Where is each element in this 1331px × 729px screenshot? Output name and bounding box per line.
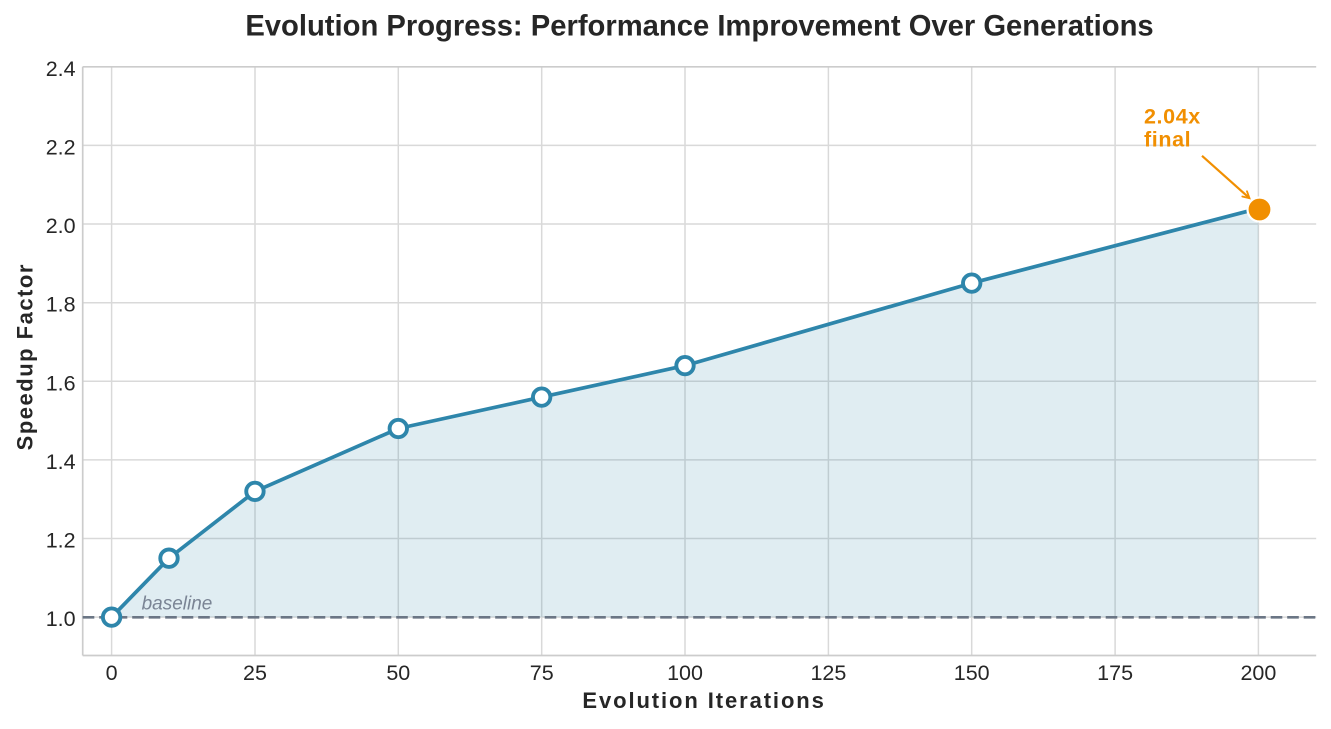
svg-text:final: final (1144, 127, 1191, 151)
svg-text:2.4: 2.4 (46, 57, 76, 81)
svg-text:1.0: 1.0 (46, 607, 76, 631)
svg-text:Evolution Iterations: Evolution Iterations (582, 688, 825, 713)
svg-text:100: 100 (667, 661, 703, 685)
svg-text:Evolution Progress: Performanc: Evolution Progress: Performance Improvem… (245, 11, 1153, 43)
svg-text:200: 200 (1240, 661, 1276, 685)
svg-text:50: 50 (386, 661, 410, 685)
svg-text:125: 125 (810, 661, 846, 685)
svg-text:1.4: 1.4 (46, 450, 76, 474)
svg-text:baseline: baseline (142, 593, 213, 614)
svg-text:75: 75 (530, 661, 554, 685)
svg-text:25: 25 (243, 661, 267, 685)
svg-text:0: 0 (106, 661, 118, 685)
svg-text:Speedup Factor: Speedup Factor (12, 263, 37, 450)
svg-text:175: 175 (1097, 661, 1133, 685)
svg-text:150: 150 (954, 661, 990, 685)
svg-text:2.04x: 2.04x (1144, 104, 1201, 128)
svg-text:1.2: 1.2 (46, 529, 76, 553)
svg-text:2.2: 2.2 (46, 135, 76, 159)
svg-text:2.0: 2.0 (46, 214, 76, 238)
svg-text:1.8: 1.8 (46, 293, 76, 317)
svg-text:1.6: 1.6 (46, 371, 76, 395)
